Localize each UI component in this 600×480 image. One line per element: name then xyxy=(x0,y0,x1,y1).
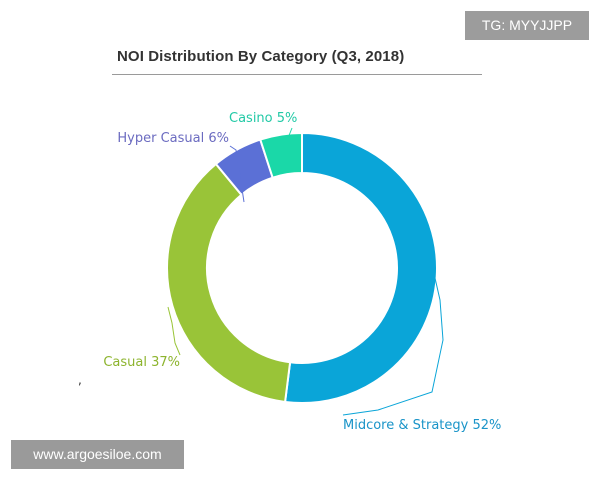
label-casual: Casual 37% xyxy=(103,355,180,370)
url-watermark: www.argoesiloe.com xyxy=(11,440,184,469)
chart-title: NOI Distribution By Category (Q3, 2018) xyxy=(117,48,405,65)
slice-casual xyxy=(166,162,292,404)
leader-line-midcore-strategy xyxy=(342,277,444,416)
tg-watermark: TG: MYYJJPP xyxy=(465,11,589,40)
stray-mark: , xyxy=(78,373,82,387)
label-casino: Casino 5% xyxy=(229,111,297,126)
leader-line-hyper-casual xyxy=(229,145,245,203)
slice-midcore-strategy xyxy=(283,131,438,404)
leader-line-casual xyxy=(167,306,181,356)
leader-line-casino xyxy=(287,127,293,139)
title-divider xyxy=(112,74,482,75)
label-hyper-casual: Hyper Casual 6% xyxy=(117,131,229,146)
slice-casino xyxy=(259,131,303,179)
label-midcore-strategy: Midcore & Strategy 52% xyxy=(343,418,501,433)
